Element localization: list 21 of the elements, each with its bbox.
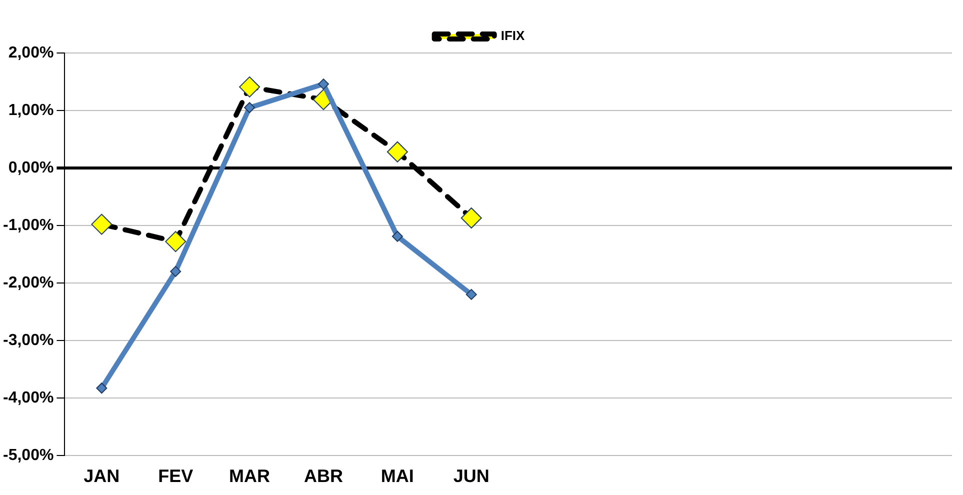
point	[318, 78, 329, 90]
x-tick-label: MAR	[229, 466, 270, 486]
x-tick-label: JUN	[453, 466, 490, 486]
point	[170, 266, 182, 277]
point	[96, 382, 108, 394]
y-tick-label: -3,00%	[2, 332, 54, 349]
y-tick-label: -2,00%	[2, 274, 54, 292]
y-tick-label: -1,00%	[2, 216, 54, 234]
point	[466, 288, 477, 300]
legend-label: IFIX	[500, 28, 525, 44]
y-tick-label: -5,00%	[2, 446, 54, 464]
point	[392, 230, 403, 242]
x-tick-label: MAI	[380, 466, 414, 486]
x-tick-label: ABR	[304, 466, 343, 486]
y-tick-label: 2,00%	[8, 44, 54, 62]
x-tick-label: JAN	[84, 466, 120, 486]
x-tick-label: FEV	[158, 466, 194, 486]
y-tick-label: -4,00%	[2, 389, 54, 406]
y-tick-label: 1,00%	[8, 102, 54, 119]
point	[244, 102, 256, 114]
y-tick-label: 0,00%	[8, 159, 54, 176]
